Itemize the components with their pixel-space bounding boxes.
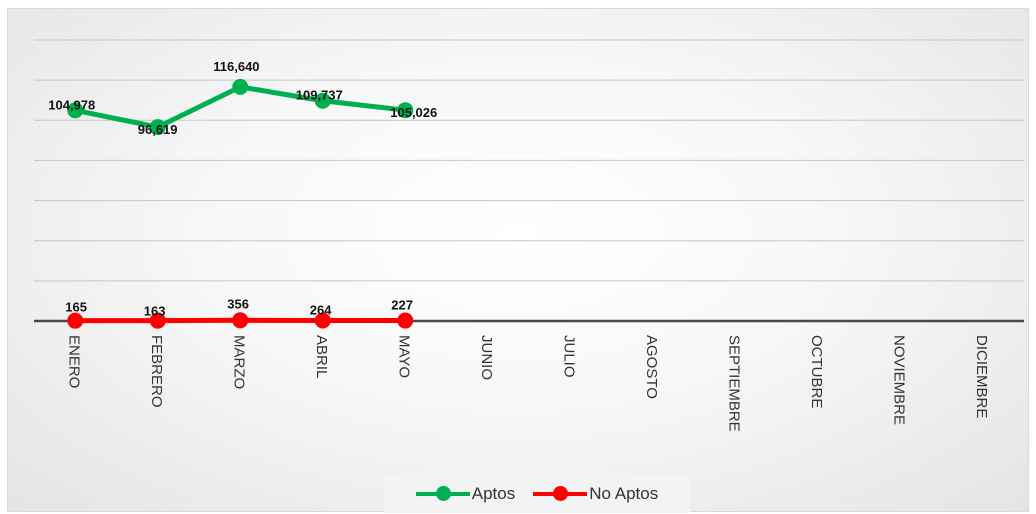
data-label: 105,026 (390, 105, 437, 120)
data-label: 163 (144, 304, 166, 319)
legend-item-aptos[interactable]: Aptos (415, 484, 516, 504)
x-tick-label: FEBRERO (148, 335, 165, 408)
x-tick-label: JULIO (560, 335, 577, 378)
data-point[interactable] (397, 102, 414, 119)
data-label: 165 (65, 300, 87, 315)
legend-swatch-aptos (415, 486, 470, 501)
data-point[interactable] (149, 312, 166, 329)
data-point[interactable] (67, 102, 84, 119)
data-point[interactable] (232, 312, 249, 329)
data-point[interactable] (314, 312, 331, 329)
x-tick-label: ENERO (65, 335, 82, 388)
data-label: 264 (310, 302, 332, 317)
x-tick-label: DICIEMBRE (973, 335, 990, 418)
x-tick-label: NOVIEMBRE (890, 335, 907, 425)
data-point[interactable] (314, 92, 331, 109)
data-point[interactable] (397, 312, 414, 329)
data-label: 227 (391, 298, 413, 313)
legend-swatch-no-aptos (533, 486, 588, 501)
data-label: 96,619 (138, 122, 178, 137)
x-tick-label: OCTUBRE (808, 335, 825, 408)
chart-frame: ENERO FEBRERO MARZO ABRIL MAYO JUNIO JULIO AGOS… (7, 8, 1029, 513)
data-label: 104,978 (48, 97, 95, 112)
data-point[interactable] (232, 78, 249, 95)
data-label: 116,640 (213, 59, 259, 74)
data-label: 109,737 (296, 88, 343, 103)
x-tick-label: AGOSTO (643, 335, 660, 399)
data-point[interactable] (149, 119, 166, 136)
legend-label-no-aptos: No Aptos (589, 484, 659, 503)
legend-label-aptos: Aptos (471, 484, 516, 503)
line-chart: ENERO FEBRERO MARZO ABRIL MAYO JUNIO JULIO AGOS… (34, 39, 1024, 432)
legend-item-no-aptos[interactable]: No Aptos (533, 484, 658, 504)
x-tick-label: SEPTIEMBRE (725, 335, 742, 432)
x-tick-label: MAYO (395, 335, 412, 378)
data-label: 356 (227, 296, 249, 311)
x-tick-label: JUNIO (478, 335, 495, 380)
data-point[interactable] (67, 312, 84, 329)
legend: Aptos No Aptos (384, 475, 690, 513)
x-tick-label: ABRIL (313, 335, 330, 378)
x-tick-label: MARZO (230, 335, 247, 389)
